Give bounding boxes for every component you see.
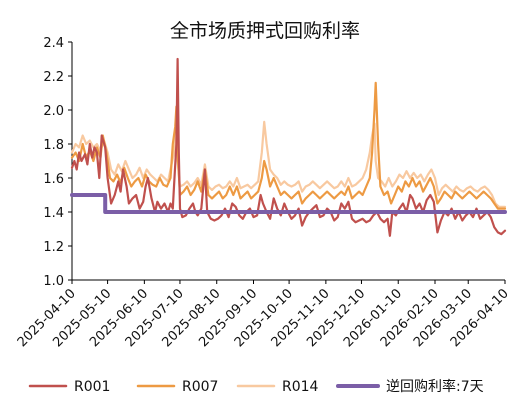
y-tick-label: 2.0 (43, 104, 64, 119)
legend-label-3: 逆回购利率:7天 (386, 378, 484, 395)
series-line-0 (70, 57, 507, 237)
series-line-3 (70, 193, 507, 214)
y-tick-label: 1.8 (43, 138, 64, 153)
y-tick-label: 1.6 (43, 172, 64, 187)
y-tick-label: 1.4 (43, 206, 64, 221)
y-tick-label: 1.0 (43, 274, 64, 289)
series-group (70, 57, 507, 237)
series-line-2 (70, 120, 507, 208)
legend-label-1: R007 (182, 379, 218, 395)
legend-label-0: R001 (74, 379, 110, 395)
y-tick-label: 1.2 (43, 240, 64, 255)
legend: R001 R007 R014 逆回购利率:7天 (28, 378, 484, 395)
legend-label-2: R014 (282, 379, 319, 395)
y-tick-label: 2.4 (43, 36, 64, 51)
y-tick-label: 2.2 (43, 70, 64, 85)
series-line-1 (70, 81, 507, 210)
chart-title: 全市场质押式回购利率 (170, 20, 360, 42)
